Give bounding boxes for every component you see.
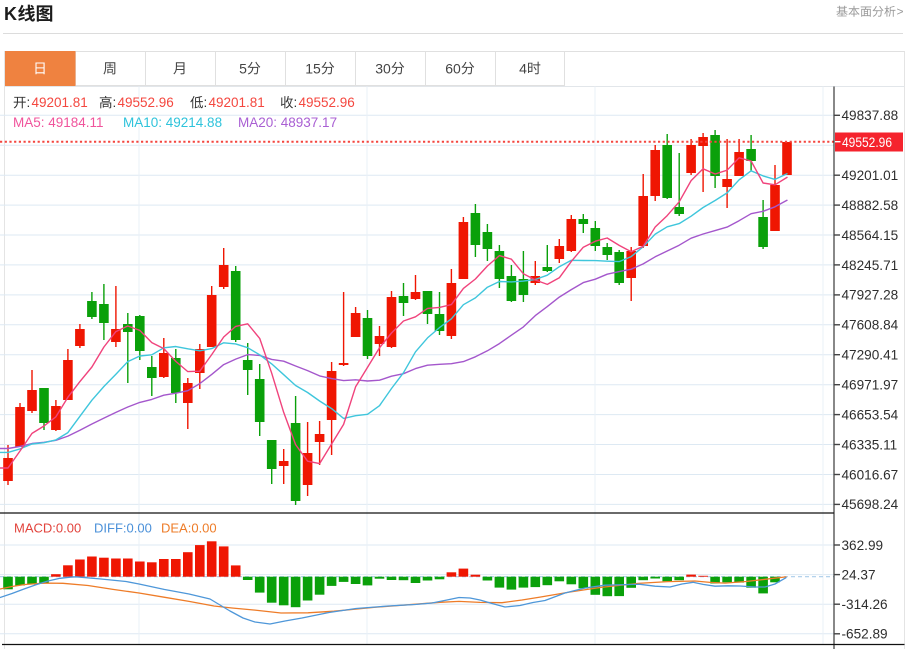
svg-text:-652.89: -652.89	[842, 627, 888, 642]
svg-text:46653.54: 46653.54	[842, 407, 899, 422]
svg-text:46016.67: 46016.67	[842, 467, 899, 482]
svg-text:48882.58: 48882.58	[842, 198, 899, 213]
svg-text:24.37: 24.37	[842, 567, 876, 582]
svg-text:MA10: 49214.88: MA10: 49214.88	[123, 115, 222, 130]
svg-text:49837.88: 49837.88	[842, 108, 899, 123]
svg-text:47927.28: 47927.28	[842, 288, 899, 303]
svg-text:MACD:0.00: MACD:0.00	[14, 521, 81, 536]
svg-text:DEA:0.00: DEA:0.00	[161, 521, 217, 536]
svg-text:>: >	[897, 5, 904, 19]
svg-text:48245.71: 48245.71	[842, 258, 899, 273]
svg-text::: :	[294, 95, 298, 110]
svg-text:5: 5	[239, 60, 247, 76]
svg-text:30: 30	[375, 60, 391, 76]
svg-text:362.99: 362.99	[842, 538, 884, 553]
svg-text:49201.81: 49201.81	[32, 95, 88, 110]
svg-text:60: 60	[445, 60, 461, 76]
svg-text:49201.81: 49201.81	[209, 95, 265, 110]
svg-text:49552.96: 49552.96	[299, 95, 355, 110]
svg-text::: :	[27, 95, 31, 110]
svg-text:MA5: 49184.11: MA5: 49184.11	[13, 115, 104, 130]
svg-text::: :	[113, 95, 117, 110]
svg-text:47608.84: 47608.84	[842, 318, 899, 333]
svg-text:49552.96: 49552.96	[118, 95, 174, 110]
svg-text:15: 15	[305, 60, 321, 76]
svg-text:4: 4	[519, 60, 527, 76]
svg-text:47290.41: 47290.41	[842, 348, 899, 363]
svg-text:MA20: 48937.17: MA20: 48937.17	[238, 115, 337, 130]
svg-text:K: K	[4, 4, 17, 24]
svg-text:-314.26: -314.26	[842, 597, 888, 612]
svg-text:45698.24: 45698.24	[842, 497, 899, 512]
svg-text:46971.97: 46971.97	[842, 378, 899, 393]
svg-text::: :	[204, 95, 208, 110]
svg-text:48564.15: 48564.15	[842, 228, 899, 243]
svg-text:49552.96: 49552.96	[842, 135, 892, 150]
svg-text:49201.01: 49201.01	[842, 168, 899, 183]
svg-text:DIFF:0.00: DIFF:0.00	[94, 521, 152, 536]
svg-text:46335.11: 46335.11	[842, 437, 898, 452]
